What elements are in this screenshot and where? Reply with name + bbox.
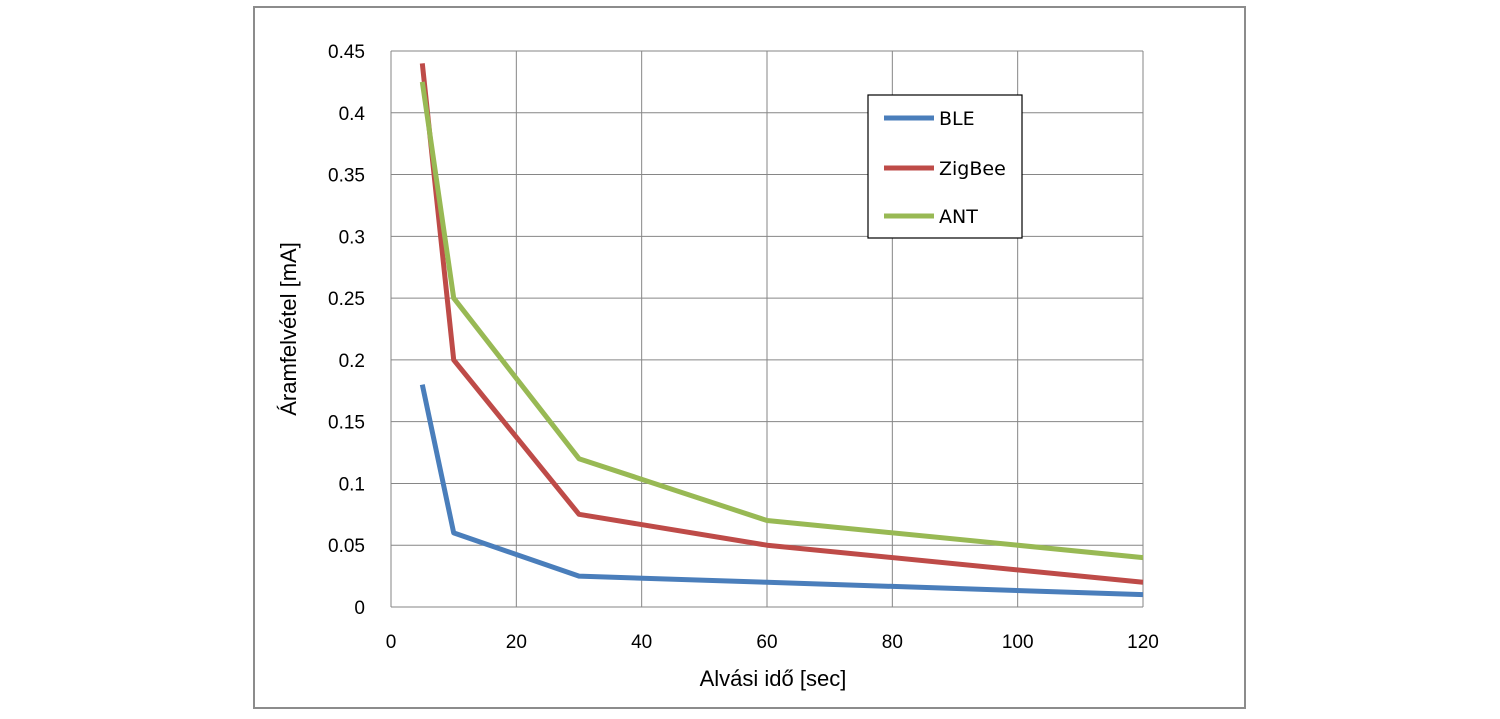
x-tick-label: 40 [631,632,652,653]
y-tick-label: 0.4 [339,104,366,125]
legend-label-ant: ANT [939,206,978,228]
x-tick-label: 120 [1127,632,1159,653]
x-tick-label: 100 [1002,632,1034,653]
tick-labels: 0 0.05 0.1 0.15 0.2 0.25 0.3 0.35 0.4 0.45 0 20 40 60… [328,42,1159,653]
series-line-ble [419,384,1144,598]
y-axis-title: Áramfelvétel [mA] [276,242,301,416]
y-tick-label: 0.2 [339,351,365,372]
y-tick-label: 0.05 [328,536,365,557]
series-line-ant [419,81,1144,561]
y-tick-label: 0 [354,598,365,619]
legend-label-zigbee: ZigBee [939,158,1006,180]
legend-label-ble: BLE [939,108,975,130]
y-tick-label: 0.15 [328,413,365,434]
x-tick-label: 20 [506,632,527,653]
series-lines [419,63,1144,598]
grid [390,50,1144,608]
legend: BLE ZigBee ANT [867,94,1023,239]
x-tick-label: 60 [756,632,777,653]
y-tick-label: 0.3 [339,227,365,248]
x-tick-label: 0 [386,632,397,653]
x-tick-label: 80 [882,632,903,653]
y-tick-label: 0.25 [328,289,365,310]
series-line-zigbee [419,63,1144,585]
y-tick-label: 0.35 [328,166,365,187]
x-axis-title: Alvási idő [sec] [700,666,847,691]
y-tick-label: 0.45 [328,42,365,63]
y-tick-label: 0.1 [339,474,365,495]
